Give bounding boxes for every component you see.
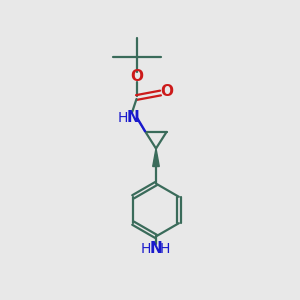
Text: H: H — [160, 242, 170, 256]
Text: H: H — [141, 242, 151, 256]
Text: H: H — [117, 112, 128, 125]
Text: O: O — [130, 69, 143, 84]
Polygon shape — [153, 148, 159, 166]
Text: N: N — [150, 241, 162, 256]
Text: O: O — [160, 84, 173, 99]
Text: N: N — [127, 110, 140, 124]
